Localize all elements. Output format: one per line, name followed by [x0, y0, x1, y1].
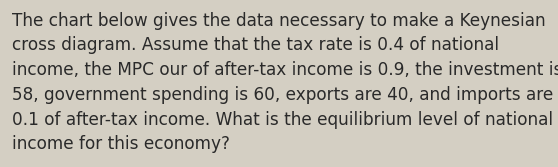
Text: The chart below gives the data necessary to make a Keynesian
cross diagram. Assu: The chart below gives the data necessary…	[12, 12, 558, 153]
